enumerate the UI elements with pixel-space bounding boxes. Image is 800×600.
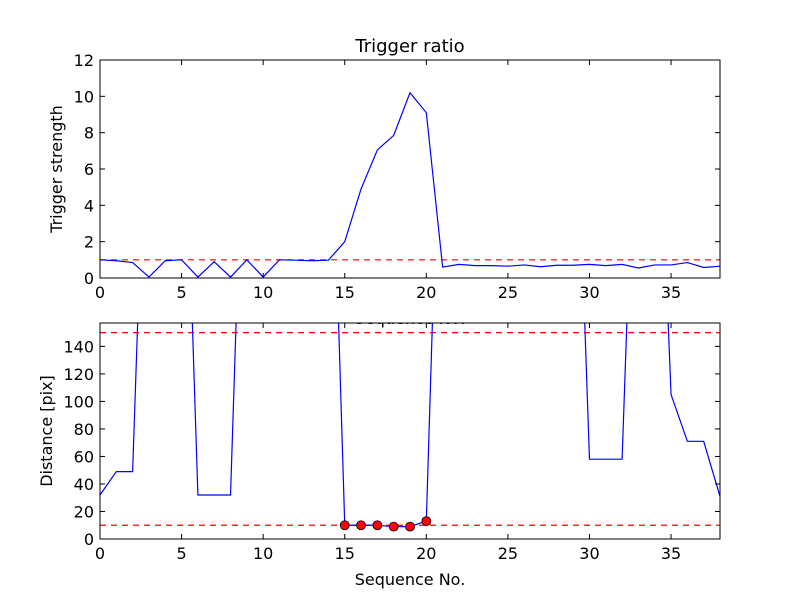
x-tick-label: 15 [335, 283, 355, 302]
marker-group [339, 516, 432, 532]
x-axis-label: Sequence No. [355, 570, 466, 589]
x-tick-label: 10 [253, 544, 273, 563]
y-tick-label: 4 [84, 196, 94, 215]
x-tick-label: 5 [176, 544, 186, 563]
x-tick-label: 20 [416, 544, 436, 563]
x-tick-label: 0 [95, 544, 105, 563]
x-tick-label: 5 [176, 283, 186, 302]
x-tick-label: 30 [579, 544, 599, 563]
data-point-marker [356, 520, 366, 531]
x-tick-label: 35 [661, 544, 681, 563]
data-point-marker [388, 521, 399, 532]
data-point-marker [372, 520, 383, 531]
data-point-marker [339, 520, 350, 531]
x-axis: 0 5 10 15 20 25 30 35 [95, 323, 681, 563]
x-tick-label: 0 [95, 283, 105, 302]
y-tick-label: 120 [63, 365, 94, 384]
x-tick-label: 35 [661, 283, 681, 302]
x-tick-label: 25 [498, 283, 518, 302]
x-tick-label: 10 [253, 283, 273, 302]
y-tick-label: 10 [74, 87, 94, 106]
y-tick-label: 12 [74, 51, 94, 70]
data-point-marker [421, 516, 432, 527]
y-tick-label: 0 [84, 269, 94, 288]
plot-frame [99, 322, 721, 540]
series-group [100, 91, 720, 278]
y-tick-label: 140 [63, 337, 94, 356]
y-tick-label: 2 [84, 233, 94, 252]
x-tick-label: 25 [498, 544, 518, 563]
x-tick-label: 15 [335, 544, 355, 563]
distance-plot: 0 5 10 15 20 25 30 35 0 20 40 60 80 100 120 140 Sequen… [37, 310, 721, 589]
y-tick-label: 8 [84, 124, 94, 143]
y-tick-label: 0 [84, 530, 94, 549]
y-axis: 0 20 40 60 80 100 120 140 [63, 337, 720, 549]
y-axis-label: Distance [pix] [37, 375, 56, 487]
x-tick-label: 30 [579, 283, 599, 302]
y-axis-label: Trigger strength [47, 105, 66, 234]
x-axis: 0 5 10 15 20 25 30 35 [95, 60, 681, 302]
label-overlap-mask [100, 310, 720, 323]
y-tick-label: 40 [74, 475, 94, 494]
y-tick-label: 20 [74, 502, 94, 521]
y-tick-label: 100 [63, 392, 94, 411]
data-point-marker [405, 521, 415, 532]
y-tick-label: 6 [84, 160, 94, 179]
series-line-0 [100, 91, 720, 278]
y-axis: 0 2 4 6 8 10 12 [74, 51, 720, 288]
y-tick-label: 80 [74, 420, 94, 439]
chart-title: Trigger ratio [354, 36, 464, 57]
x-tick-label: 20 [416, 283, 436, 302]
y-tick-label: 60 [74, 447, 94, 466]
